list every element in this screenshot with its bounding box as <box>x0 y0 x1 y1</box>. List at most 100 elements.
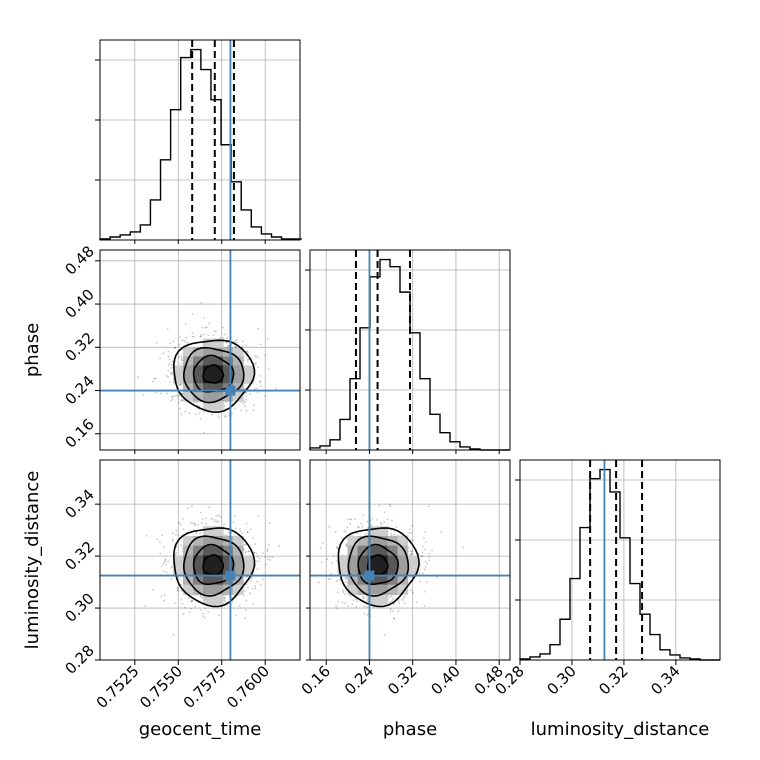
sample-point <box>392 617 395 620</box>
density-cell <box>233 555 244 566</box>
sample-point <box>245 583 248 585</box>
sample-point <box>208 322 211 325</box>
sample-point <box>419 562 422 565</box>
sample-point <box>204 326 207 329</box>
sample-point <box>234 515 237 518</box>
sample-point <box>164 559 167 562</box>
sample-point <box>243 594 246 597</box>
sample-point <box>428 552 430 555</box>
sample-point <box>171 398 174 400</box>
sample-point <box>330 572 333 575</box>
sample-point <box>426 562 429 565</box>
density-cell <box>223 365 234 375</box>
density-cell <box>243 365 254 375</box>
sample-point <box>182 612 185 615</box>
sample-point <box>174 553 177 556</box>
density-cell <box>377 535 389 547</box>
contour-line <box>172 339 256 413</box>
sample-point <box>362 514 365 517</box>
density-cell <box>213 594 224 605</box>
truth-marker <box>225 385 236 396</box>
density-cell <box>347 535 359 547</box>
density-cell <box>377 545 389 557</box>
sample-point <box>424 560 427 563</box>
sample-point <box>136 376 139 379</box>
sample-point <box>189 521 192 524</box>
sample-point <box>403 602 406 604</box>
sample-point <box>163 560 166 563</box>
sample-point <box>191 312 194 315</box>
density-cell <box>243 565 254 576</box>
sample-point <box>192 529 195 531</box>
sample-point <box>347 605 350 607</box>
sample-point <box>425 581 428 583</box>
density-cell <box>183 535 194 547</box>
sample-point <box>410 552 413 555</box>
sample-point <box>254 363 257 366</box>
sample-point <box>410 550 413 553</box>
sample-point <box>227 344 230 347</box>
density-cell <box>183 374 194 384</box>
sample-point <box>226 345 229 348</box>
sample-point <box>257 555 259 558</box>
sample-point <box>159 552 162 555</box>
density-cell <box>203 584 214 596</box>
sample-point <box>187 597 190 600</box>
sample-point <box>360 522 363 525</box>
density-cell <box>213 574 224 586</box>
sample-point <box>184 606 186 609</box>
sample-point <box>219 516 222 518</box>
sample-point <box>363 605 366 608</box>
sample-point <box>181 392 184 395</box>
sample-point <box>184 323 187 325</box>
sample-point <box>327 578 330 581</box>
sample-point <box>242 402 245 405</box>
sample-point <box>349 594 352 597</box>
sample-point <box>224 415 226 418</box>
sample-point <box>428 556 431 558</box>
sample-point <box>231 412 233 415</box>
sample-point <box>389 610 392 613</box>
sample-point <box>264 354 267 357</box>
contour-line <box>337 527 420 608</box>
sample-point <box>204 607 206 610</box>
sample-point <box>412 591 414 594</box>
sample-point <box>335 546 338 549</box>
x-axis-label-luminosity-distance: luminosity_distance <box>531 719 710 740</box>
sample-point <box>155 342 158 345</box>
sample-point <box>343 529 345 532</box>
x-tick-label-geocent_time: 0.7575 <box>180 662 230 712</box>
sample-point <box>153 377 156 380</box>
contour-line <box>357 543 400 586</box>
sample-point <box>200 333 203 336</box>
sample-point <box>180 362 183 365</box>
x-tick-label-geocent_time: 0.7600 <box>223 662 273 712</box>
sample-point <box>379 522 382 524</box>
density-cell <box>223 555 234 566</box>
density-cell <box>203 555 214 566</box>
sample-point <box>370 524 373 527</box>
panel-frame <box>99 249 301 451</box>
sample-point <box>210 517 212 520</box>
sample-point <box>172 633 175 636</box>
sample-point <box>247 361 249 363</box>
density-cell <box>397 535 409 547</box>
sample-point <box>240 409 243 412</box>
density-cell <box>203 545 214 557</box>
sample-point <box>346 518 349 521</box>
sample-point <box>421 551 424 554</box>
density-cell <box>223 392 234 402</box>
density-cell <box>387 584 399 596</box>
sample-point <box>254 585 257 587</box>
sample-point <box>345 581 347 583</box>
sample-point <box>344 544 347 547</box>
sample-point <box>180 599 183 601</box>
sample-point <box>410 553 413 555</box>
sample-point <box>398 602 400 605</box>
sample-point <box>386 518 389 521</box>
sample-point <box>142 394 145 396</box>
density-cell <box>357 555 369 566</box>
sample-point <box>205 517 207 520</box>
sample-point <box>215 330 217 333</box>
density-cell <box>183 365 194 375</box>
